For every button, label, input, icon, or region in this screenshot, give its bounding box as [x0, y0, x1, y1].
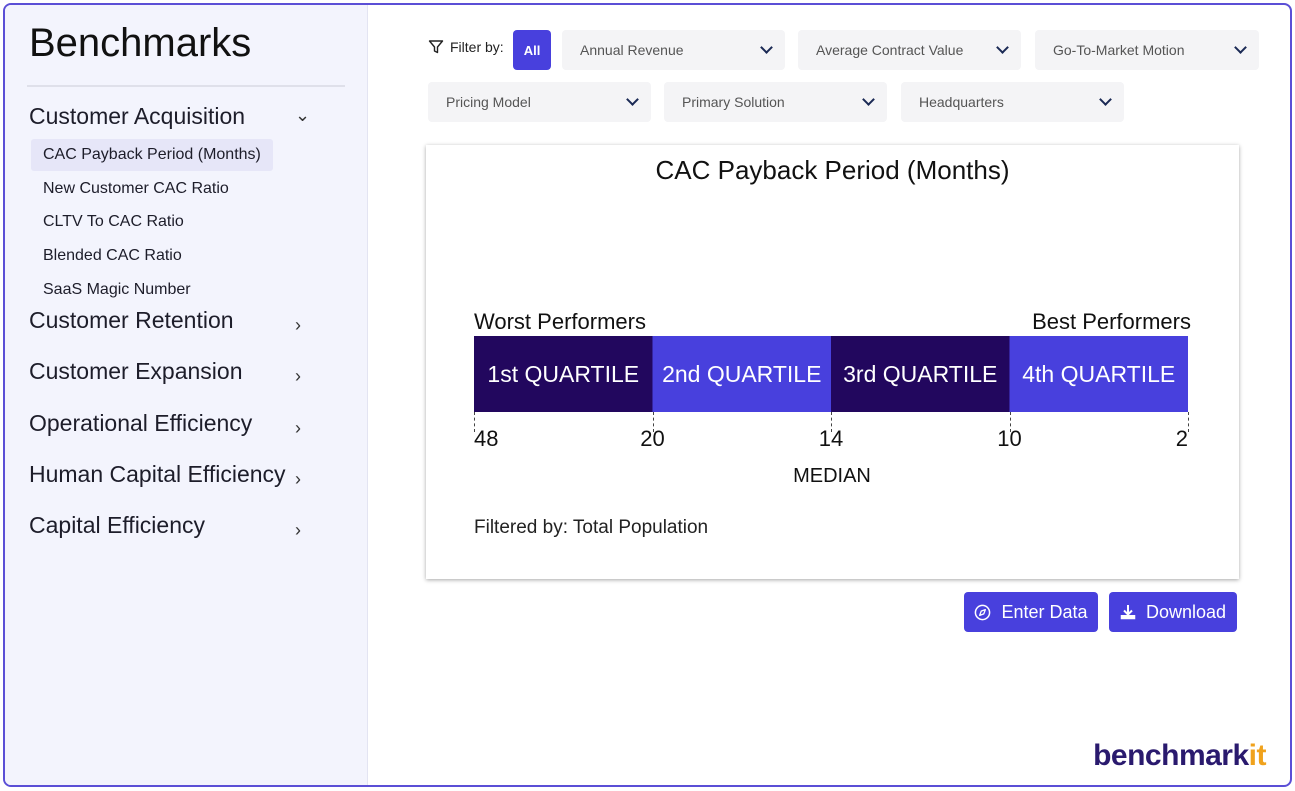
sidebar-item-blended-cac-ratio[interactable]: Blended CAC Ratio	[43, 247, 182, 264]
dropdown-annual-revenue[interactable]: Annual Revenue	[562, 30, 785, 70]
chevron-right-icon[interactable]: ›	[295, 366, 301, 386]
quartile-label-3: 3rd QUARTILE	[843, 361, 998, 387]
tick-line	[652, 412, 654, 432]
chevron-down-icon	[1099, 93, 1112, 106]
dropdown-label: Primary Solution	[682, 94, 785, 110]
benchmarkit-logo: benchmarkit	[1093, 739, 1266, 773]
compass-icon	[975, 604, 991, 620]
chevron-down-icon	[626, 93, 639, 106]
chart-title: CAC Payback Period (Months)	[655, 155, 1010, 185]
filter-icon	[428, 40, 444, 54]
chart-card: CAC Payback Period (Months) Worst Perfor…	[426, 145, 1239, 579]
tick-label: 48	[474, 426, 499, 451]
filter-label: Filter by:	[428, 39, 504, 55]
chevron-down-icon	[760, 41, 773, 54]
dropdown-label: Headquarters	[919, 94, 1004, 110]
sidebar-section-capital-efficiency[interactable]: Capital Efficiency	[29, 512, 205, 538]
tick-line	[1188, 412, 1189, 432]
logo-accent: it	[1248, 739, 1267, 772]
sidebar-item-cltv-to-cac-ratio[interactable]: CLTV To CAC Ratio	[43, 213, 184, 230]
dropdown-label: Annual Revenue	[580, 42, 684, 58]
dropdown-pricing-model[interactable]: Pricing Model	[428, 82, 651, 122]
tick-label: 14	[818, 426, 844, 451]
chevron-right-icon[interactable]: ›	[295, 520, 301, 540]
sidebar-title: Benchmarks	[29, 21, 252, 65]
chevron-down-icon	[1234, 41, 1247, 54]
quartile-bar-4	[1009, 336, 1188, 412]
quartile-bar-2	[652, 336, 831, 412]
tick-label: 2	[1175, 426, 1188, 451]
median-label: MEDIAN	[793, 465, 871, 487]
sidebar-section-operational-efficiency[interactable]: Operational Efficiency	[29, 410, 253, 436]
sidebar: Benchmarks Customer Acquisition ⌄ CAC Pa…	[5, 5, 368, 785]
download-button[interactable]: Download	[1109, 592, 1237, 632]
quartile-bars: 1st QUARTILE 2nd QUARTILE 3rd QUARTILE 4th …	[474, 336, 1188, 412]
dropdown-primary-solution[interactable]: Primary Solution	[664, 82, 887, 122]
chevron-down-icon	[862, 93, 875, 106]
chevron-right-icon[interactable]: ›	[295, 418, 301, 438]
filtered-by-text: Filtered by: Total Population	[474, 517, 709, 538]
sidebar-item-saas-magic-number[interactable]: SaaS Magic Number	[43, 281, 191, 298]
enter-data-label: Enter Data	[1001, 601, 1088, 622]
dropdown-headquarters[interactable]: Headquarters	[901, 82, 1124, 122]
sidebar-item-new-customer-cac-ratio[interactable]: New Customer CAC Ratio	[43, 180, 229, 197]
chevron-down-icon	[996, 41, 1009, 54]
tick-line	[474, 412, 475, 432]
sidebar-section-customer-acquisition[interactable]: Customer Acquisition	[29, 103, 246, 129]
sidebar-item-cac-payback-period[interactable]: CAC Payback Period (Months)	[31, 139, 273, 171]
dropdown-label: Go-To-Market Motion	[1053, 42, 1185, 58]
quartile-label-2: 2nd QUARTILE	[662, 361, 822, 387]
quartile-bars-svg	[474, 336, 1188, 412]
dropdown-go-to-market-motion[interactable]: Go-To-Market Motion	[1035, 30, 1259, 70]
quartile-label-1: 1st QUARTILE	[487, 361, 640, 387]
quartile-bar-1	[474, 336, 653, 412]
tick-label: 10	[997, 426, 1022, 451]
sidebar-section-human-capital-efficiency[interactable]: Human Capital Efficiency	[29, 461, 286, 487]
chevron-right-icon[interactable]: ›	[295, 315, 301, 335]
tick-line	[1009, 412, 1011, 432]
dropdown-label: Pricing Model	[446, 94, 531, 110]
download-label: Download	[1145, 601, 1227, 622]
sidebar-divider	[27, 85, 345, 87]
chevron-down-icon[interactable]: ⌄	[295, 105, 311, 125]
dropdown-average-contract-value[interactable]: Average Contract Value	[798, 30, 1021, 70]
logo-text: benchmark	[1093, 739, 1249, 772]
app-frame: Benchmarks Customer Acquisition ⌄ CAC Pa…	[3, 3, 1292, 787]
quartile-label-4: 4th QUARTILE	[1022, 361, 1176, 387]
sidebar-section-customer-retention[interactable]: Customer Retention	[29, 307, 234, 333]
worst-performers-label: Worst Performers	[474, 309, 646, 334]
chevron-right-icon[interactable]: ›	[295, 469, 301, 489]
filter-label-text: Filter by:	[450, 39, 504, 55]
filter-all-button[interactable]: All	[513, 30, 551, 70]
tick-label: 20	[640, 426, 665, 451]
dropdown-label: Average Contract Value	[816, 42, 964, 58]
tick-line	[831, 412, 832, 432]
best-performers-label: Best Performers	[1032, 309, 1191, 334]
sidebar-section-customer-expansion[interactable]: Customer Expansion	[29, 358, 243, 384]
download-icon	[1120, 605, 1136, 620]
quartile-bar-3	[831, 336, 1010, 412]
enter-data-button[interactable]: Enter Data	[964, 592, 1098, 632]
